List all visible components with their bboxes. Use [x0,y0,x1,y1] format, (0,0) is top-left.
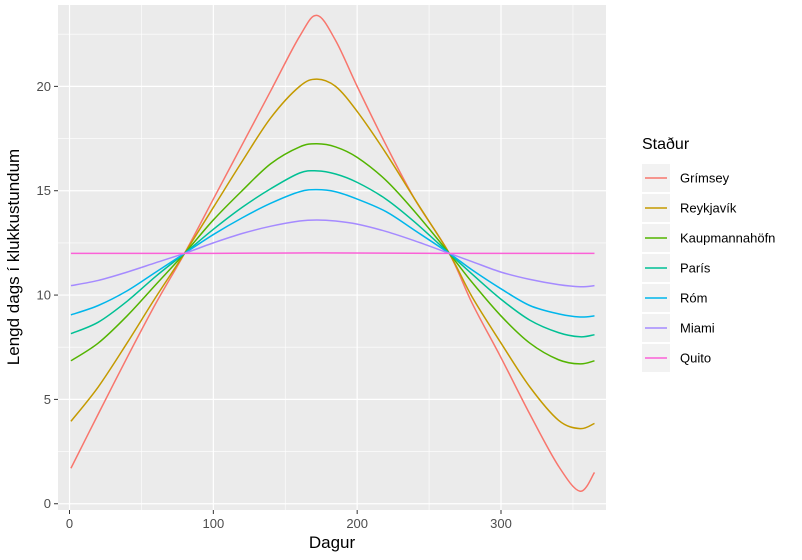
y-axis: 0 5 10 15 20 [37,79,58,511]
legend-label-grimsey: Grímsey [680,171,730,186]
y-axis-title: Lengd dags í klukkustundum [4,149,23,365]
legend-label-rom: Róm [680,291,707,306]
y-tick-label: 10 [37,288,51,303]
legend-label-quito: Quito [680,351,711,366]
legend-label-miami: Miami [680,321,715,336]
series-line-grimsey [70,14,596,492]
x-tick-label: 0 [66,516,73,531]
series-line-reykjavik [70,78,595,430]
x-tick-label: 300 [490,516,512,531]
x-axis-title: Dagur [309,533,356,552]
legend-label-reykjavik: Reykjavík [680,201,737,216]
plot-panel [58,5,606,510]
y-tick-label: 0 [44,496,51,511]
series-lines [70,14,596,492]
series-line-paris [70,169,595,338]
legend-label-kaupmannahofn: Kaupmannahöfn [680,231,775,246]
x-axis: 0 100 200 300 [66,510,512,531]
series-line-miami [70,219,595,288]
x-tick-label: 100 [202,516,224,531]
y-tick-label: 15 [37,183,51,198]
y-tick-label: 5 [44,392,51,407]
y-tick-label: 20 [37,79,51,94]
legend-items: Grímsey Reykjavík Kaupmannahöfn París Róm Mia… [642,164,775,372]
series-line-rom [70,188,595,318]
legend: Staður Grímsey Reykjavík Kaupmannahöfn Parí… [642,136,775,372]
legend-label-paris: París [680,261,711,276]
legend-title: Staður [642,136,690,153]
x-tick-label: 200 [346,516,368,531]
series-line-kaupmannahofn [70,143,595,365]
